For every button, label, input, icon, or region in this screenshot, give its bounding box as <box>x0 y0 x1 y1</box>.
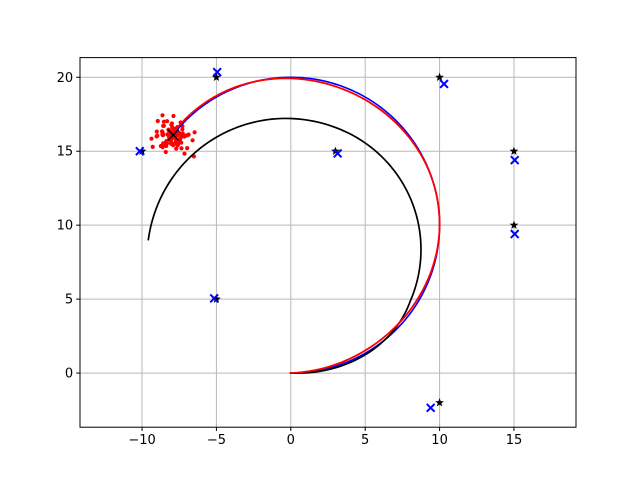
x-tick-label: −10 <box>128 433 155 448</box>
series-layer <box>135 67 520 413</box>
y-ticks <box>76 76 80 374</box>
x-tick-labels: −10 −5 0 5 10 15 <box>128 433 522 448</box>
estimate-mean <box>167 129 180 141</box>
x-tick-label: 0 <box>287 433 295 448</box>
y-tick-label: 0 <box>65 367 73 382</box>
y-tick-label: 10 <box>57 219 74 234</box>
y-tick-label: 15 <box>57 145 74 160</box>
y-tick-labels: 0 5 10 15 20 <box>57 71 74 382</box>
estimated-landmarks <box>135 67 520 413</box>
plot-border <box>79 57 577 428</box>
x-tick-label: 10 <box>431 433 448 448</box>
particle-cloud <box>149 113 197 159</box>
dead-reckoning-trajectory <box>147 117 422 375</box>
x-tick-label: 15 <box>506 433 523 448</box>
x-ticks <box>141 427 515 431</box>
estimated-trajectory <box>170 77 441 374</box>
x-tick-label: −5 <box>207 433 226 448</box>
x-tick-label: 5 <box>361 433 369 448</box>
plot-area <box>80 57 576 428</box>
y-tick-label: 20 <box>57 71 74 86</box>
y-tick-label: 5 <box>65 293 73 308</box>
